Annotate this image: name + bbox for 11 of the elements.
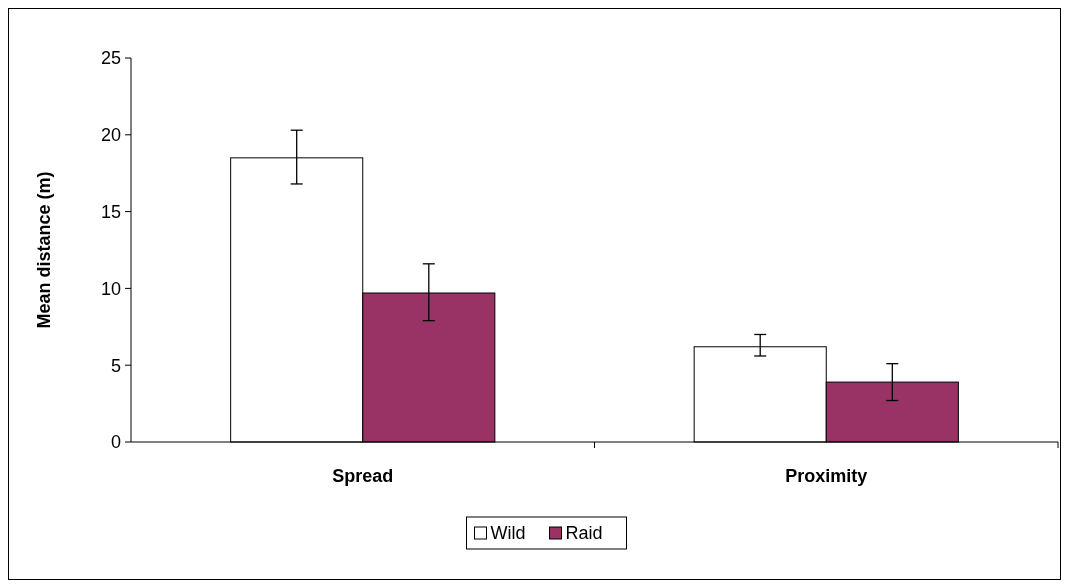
y-tick-label: 0 <box>110 432 121 453</box>
y-tick-label: 15 <box>100 201 121 222</box>
y-tick-label: 25 <box>100 48 121 69</box>
y-tick-label: 5 <box>110 355 121 376</box>
x-tick-label: Spread <box>332 466 394 486</box>
y-tick-label: 20 <box>100 125 121 146</box>
x-tick-label: Proximity <box>785 466 868 486</box>
y-axis-title: Mean distance (m) <box>34 171 54 329</box>
legend-label: Wild <box>490 523 526 544</box>
y-tick-label: 10 <box>100 278 121 299</box>
legend-label: Raid <box>565 523 603 544</box>
